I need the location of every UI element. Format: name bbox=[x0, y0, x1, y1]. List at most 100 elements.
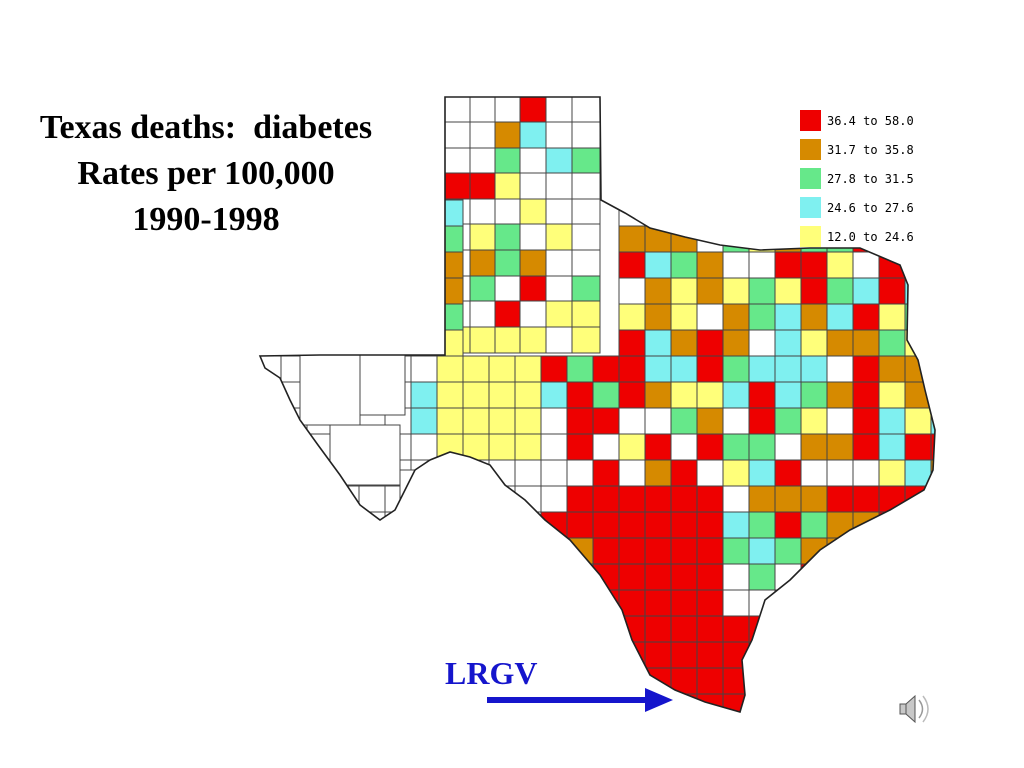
county bbox=[748, 537, 776, 565]
county bbox=[696, 407, 724, 435]
county bbox=[306, 563, 334, 591]
county bbox=[280, 693, 308, 712]
county bbox=[494, 275, 521, 302]
county bbox=[540, 537, 568, 565]
county bbox=[260, 355, 282, 383]
county bbox=[462, 563, 490, 591]
county bbox=[592, 355, 620, 383]
county bbox=[469, 121, 496, 149]
county bbox=[545, 121, 573, 149]
county bbox=[260, 641, 282, 669]
county bbox=[696, 667, 724, 695]
county bbox=[722, 537, 750, 565]
county bbox=[592, 615, 620, 643]
county bbox=[904, 433, 932, 461]
county bbox=[800, 615, 828, 643]
county bbox=[878, 355, 906, 383]
county bbox=[696, 251, 724, 279]
county bbox=[618, 407, 646, 435]
county bbox=[399, 469, 461, 521]
county bbox=[618, 485, 646, 513]
lrgv-label: LRGV bbox=[445, 655, 538, 691]
county bbox=[800, 459, 828, 487]
county bbox=[280, 563, 308, 591]
county bbox=[260, 589, 282, 617]
county bbox=[852, 355, 880, 383]
county bbox=[592, 459, 620, 487]
county bbox=[332, 511, 360, 539]
county bbox=[774, 199, 802, 227]
county bbox=[826, 511, 854, 539]
county bbox=[826, 381, 854, 409]
county bbox=[410, 433, 438, 461]
county bbox=[306, 641, 334, 669]
county bbox=[722, 251, 750, 279]
county bbox=[306, 589, 334, 617]
county bbox=[514, 381, 542, 409]
county bbox=[410, 693, 438, 712]
county bbox=[384, 693, 412, 712]
county bbox=[514, 511, 542, 539]
county bbox=[774, 615, 802, 643]
county bbox=[306, 511, 334, 539]
county bbox=[436, 537, 464, 565]
county bbox=[696, 277, 724, 305]
county bbox=[878, 433, 906, 461]
county bbox=[540, 589, 568, 617]
county bbox=[826, 303, 854, 331]
county bbox=[722, 303, 750, 331]
county bbox=[722, 615, 750, 643]
map-title: Texas deaths: diabetes Rates per 100,000… bbox=[0, 105, 412, 243]
county bbox=[469, 300, 496, 328]
county bbox=[566, 511, 594, 539]
county bbox=[748, 251, 776, 279]
county bbox=[436, 329, 464, 357]
county bbox=[644, 199, 672, 227]
county bbox=[618, 537, 646, 565]
county bbox=[540, 381, 568, 409]
county bbox=[545, 300, 573, 328]
county bbox=[722, 407, 750, 435]
county bbox=[748, 381, 776, 409]
county bbox=[494, 198, 521, 225]
county bbox=[852, 485, 880, 513]
county bbox=[494, 300, 521, 328]
county bbox=[852, 563, 880, 591]
county bbox=[494, 121, 521, 149]
county bbox=[488, 407, 516, 435]
county bbox=[670, 511, 698, 539]
county bbox=[696, 225, 724, 253]
title-line-2: Rates per 100,000 bbox=[77, 155, 335, 192]
county bbox=[519, 147, 547, 174]
county bbox=[930, 381, 935, 409]
county bbox=[930, 537, 935, 565]
county bbox=[618, 251, 646, 279]
county bbox=[514, 459, 542, 487]
county bbox=[494, 172, 521, 200]
county bbox=[488, 563, 516, 591]
county bbox=[748, 589, 776, 617]
county bbox=[545, 326, 573, 354]
speaker-icon[interactable] bbox=[896, 690, 940, 730]
county bbox=[514, 355, 542, 383]
county bbox=[800, 563, 828, 591]
county bbox=[852, 615, 880, 643]
county bbox=[462, 511, 490, 539]
county bbox=[462, 407, 490, 435]
county bbox=[329, 424, 401, 486]
county bbox=[260, 459, 282, 487]
county bbox=[436, 589, 464, 617]
county bbox=[722, 459, 750, 487]
county bbox=[306, 485, 334, 513]
county bbox=[519, 121, 547, 149]
legend-item: 12.0 to 24.6 bbox=[800, 222, 935, 251]
county bbox=[280, 589, 308, 617]
county bbox=[571, 172, 601, 200]
county bbox=[748, 329, 776, 357]
county bbox=[332, 563, 360, 591]
county bbox=[436, 251, 464, 279]
county bbox=[494, 223, 521, 251]
county bbox=[644, 277, 672, 305]
county bbox=[722, 433, 750, 461]
